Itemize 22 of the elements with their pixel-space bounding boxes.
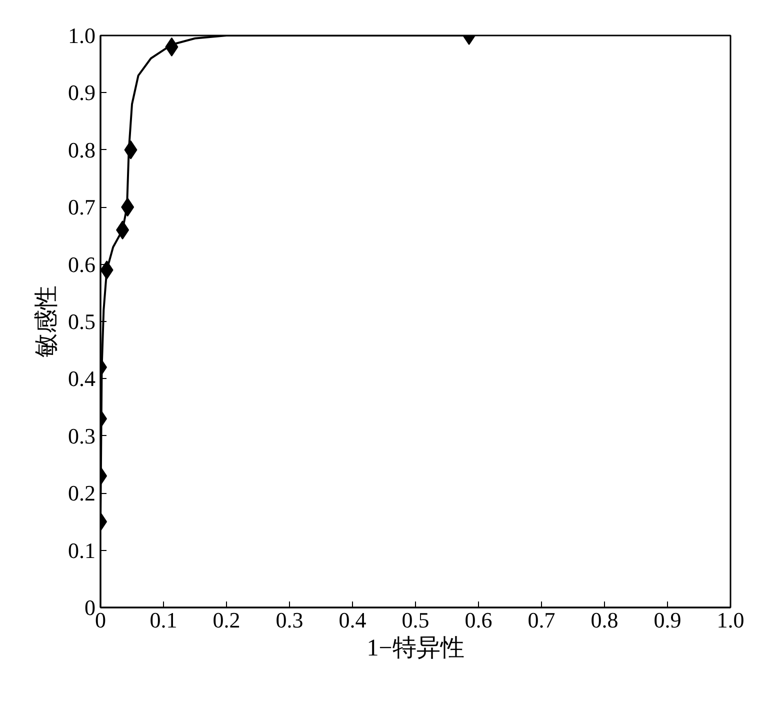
y-tick-label: 0.3 — [68, 423, 96, 448]
x-tick-label: 0.3 — [276, 608, 304, 632]
y-tick-label: 0.1 — [68, 538, 96, 563]
x-tick-label: 0.2 — [212, 608, 240, 632]
y-tick-label: 0.4 — [68, 366, 96, 392]
y-axis-title: 敏感性 — [34, 286, 60, 358]
x-tick-label: 0.6 — [464, 608, 492, 632]
y-tick-label: 0.9 — [68, 80, 96, 106]
y-tick-label: 0.6 — [68, 252, 96, 277]
x-tick-label: 0.9 — [654, 608, 682, 632]
x-tick-label: 0.7 — [528, 608, 556, 632]
y-tick-label: 1.0 — [68, 23, 96, 48]
x-tick-label: 0.1 — [150, 608, 178, 632]
y-tick-label: 0.7 — [68, 194, 96, 220]
x-tick-label: 0.5 — [402, 608, 430, 632]
y-tick-label: 0.8 — [68, 137, 96, 162]
y-tick-label: 0.2 — [68, 480, 96, 506]
y-tick-label: 0.5 — [68, 309, 96, 334]
x-tick-label: 1.0 — [716, 608, 744, 632]
x-tick-label: 0.4 — [338, 608, 366, 632]
x-axis-title: 1−特异性 — [366, 636, 464, 662]
x-tick-label: 0.8 — [590, 608, 618, 632]
